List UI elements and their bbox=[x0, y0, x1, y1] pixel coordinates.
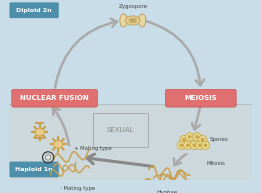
Circle shape bbox=[183, 141, 192, 149]
Text: - Mating type: - Mating type bbox=[60, 186, 95, 191]
Text: Diploid 2n: Diploid 2n bbox=[16, 8, 52, 13]
Text: SEXUAL: SEXUAL bbox=[107, 127, 134, 133]
Bar bbox=[9, 104, 252, 180]
Circle shape bbox=[198, 135, 207, 144]
Text: Haploid 1n: Haploid 1n bbox=[15, 167, 53, 172]
FancyBboxPatch shape bbox=[165, 89, 236, 107]
Ellipse shape bbox=[35, 129, 44, 136]
Circle shape bbox=[188, 135, 192, 139]
Text: + Mating type: + Mating type bbox=[74, 146, 112, 152]
Circle shape bbox=[45, 155, 51, 160]
Circle shape bbox=[204, 143, 207, 147]
Text: Spores: Spores bbox=[210, 137, 229, 142]
Ellipse shape bbox=[125, 16, 140, 25]
Text: Mitosis: Mitosis bbox=[206, 161, 225, 166]
Text: NUCLEAR FUSION: NUCLEAR FUSION bbox=[20, 95, 89, 101]
Circle shape bbox=[201, 138, 205, 141]
Circle shape bbox=[186, 143, 190, 147]
Circle shape bbox=[182, 138, 186, 141]
Circle shape bbox=[180, 135, 188, 144]
Circle shape bbox=[198, 143, 202, 147]
Circle shape bbox=[195, 135, 199, 139]
FancyBboxPatch shape bbox=[9, 162, 59, 177]
Text: Hyphae: Hyphae bbox=[157, 190, 178, 193]
Ellipse shape bbox=[129, 18, 137, 23]
Text: MEIOSIS: MEIOSIS bbox=[185, 95, 217, 101]
Circle shape bbox=[179, 143, 183, 147]
Bar bbox=[123, 19, 142, 22]
Ellipse shape bbox=[54, 141, 63, 148]
Text: Zygospore: Zygospore bbox=[118, 4, 147, 9]
Circle shape bbox=[192, 143, 196, 147]
Ellipse shape bbox=[138, 14, 146, 27]
Circle shape bbox=[190, 141, 198, 149]
Circle shape bbox=[177, 141, 185, 149]
Ellipse shape bbox=[120, 14, 127, 27]
Circle shape bbox=[193, 133, 201, 141]
FancyBboxPatch shape bbox=[9, 2, 59, 18]
Circle shape bbox=[201, 141, 210, 149]
Circle shape bbox=[196, 141, 204, 149]
Circle shape bbox=[185, 133, 194, 141]
FancyBboxPatch shape bbox=[12, 89, 97, 107]
Bar bbox=[9, 0, 252, 104]
